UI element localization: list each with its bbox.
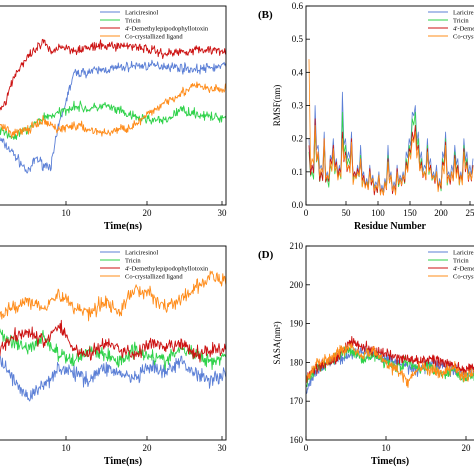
plot-frame [0, 5, 227, 206]
y-tick-label: 0.0 [292, 200, 304, 210]
x-tick-label: 25 [466, 208, 474, 218]
legend-entry: 4'-Demet [453, 265, 474, 272]
x-tick-label: 200 [434, 208, 448, 218]
series-line-co-crystallized-ligand [0, 81, 226, 139]
panel-C: 10 20 30 Time(ns) LariciresinolTricin4'-Deme… [0, 245, 228, 467]
legend-entry: 4'-Demethylepipodophyllotoxin [125, 25, 209, 32]
x-tick-label: 30 [218, 443, 228, 453]
series-line-lariciresinol [308, 91, 474, 195]
series-line-tricin [0, 100, 226, 140]
series-line-lariciresinol [0, 59, 226, 174]
legend-entry: Tricin [453, 257, 469, 264]
x-tick-label: 10 [62, 208, 72, 218]
legend-entry: Lariciresinol [453, 9, 474, 16]
x-tick-label: 20 [143, 208, 153, 218]
y-tick-label: 0.4 [292, 67, 304, 77]
y-tick-label: 180 [290, 357, 304, 367]
series-line-co-cryst [306, 342, 474, 388]
legend-entry: Lariciresinol [125, 249, 158, 256]
legend-entry: Co-cryst [453, 33, 474, 40]
y-tick-label: 160 [290, 435, 304, 445]
y-tick-label: 170 [290, 396, 304, 406]
plot-frame [305, 245, 474, 441]
series-line-4-demethylepipodophyllotoxin [0, 319, 226, 363]
x-tick-label: 20 [143, 443, 153, 453]
x-tick-label: 50 [342, 208, 352, 218]
x-tick-label: 10 [382, 443, 392, 453]
panel-letter: (B) [258, 9, 273, 21]
y-tick-label: 0.6 [292, 1, 304, 11]
series-group [308, 59, 474, 196]
series-line-lariciresinol [0, 354, 226, 402]
y-tick-label: 200 [290, 280, 304, 290]
y-tick-label: 0.2 [292, 134, 303, 144]
x-tick-label: 30 [218, 208, 228, 218]
legend-entry: Lariciresinol [125, 9, 158, 16]
x-tick-label: 0 [304, 443, 309, 453]
y-tick-label: 0.1 [292, 167, 303, 177]
legend-entry: Co-crystallized ligand [125, 273, 183, 280]
series-group [0, 38, 226, 174]
x-tick-label: 150 [403, 208, 417, 218]
legend-entry: Laricires [453, 249, 474, 256]
series-line-co-crystallized-ligand [0, 270, 226, 322]
x-tick-label: 0 [304, 208, 309, 218]
series-line-co-cryst [308, 59, 474, 196]
y-tick-label: 210 [290, 241, 304, 251]
y-axis-label: SASA(nm²) [272, 321, 282, 364]
legend-entry: Tricin [453, 17, 469, 24]
y-axis-label: RMSF(nm) [272, 85, 282, 127]
legend-entry: Tricin [125, 257, 141, 264]
x-axis-label: Time(ns) [104, 221, 142, 232]
series-group [0, 270, 226, 402]
y-tick-label: 190 [290, 319, 304, 329]
panel-D: 0 10 20 160 170 180 190 200 210 Time(ns) SASA(nm²)… [258, 241, 474, 467]
plot-frame [0, 245, 227, 441]
series-line-tricin [0, 328, 226, 371]
panel-A: 10 20 30 Time(ns) LariciresinolTricin4'-Deme… [0, 5, 228, 232]
legend-entry: Co-cryst [453, 273, 474, 280]
legend: LariciresinolTricin4'-Demethylepipodophy… [100, 9, 209, 40]
panel-B: 0 50 100 150 200 25 0.0 0.1 0.2 0.3 0.4 0.5 0.6 Resid… [258, 1, 474, 232]
panel-letter: (D) [258, 249, 274, 261]
legend-entry: Tricin [125, 17, 141, 24]
series-line-4-demethylepipodophyllotoxin [0, 38, 226, 112]
x-axis-label: Time(ns) [104, 456, 142, 467]
legend-entry: 4'-Demet [453, 25, 474, 32]
x-tick-label: 20 [462, 443, 472, 453]
series-group [306, 336, 474, 394]
legend-entry: Co-crystallized ligand [125, 33, 183, 40]
legend-entry: 4'-Demethylepipodophyllotoxin [125, 265, 209, 272]
x-tick-label: 10 [62, 443, 72, 453]
y-tick-label: 0.5 [292, 34, 304, 44]
y-tick-label: 0.3 [292, 101, 304, 111]
x-tick-label: 100 [371, 208, 385, 218]
x-axis-label: Time(ns) [371, 456, 409, 467]
legend: LariciresinolTricin4'-Demethylepipodophy… [100, 249, 209, 280]
x-axis-label: Residue Number [354, 221, 427, 232]
